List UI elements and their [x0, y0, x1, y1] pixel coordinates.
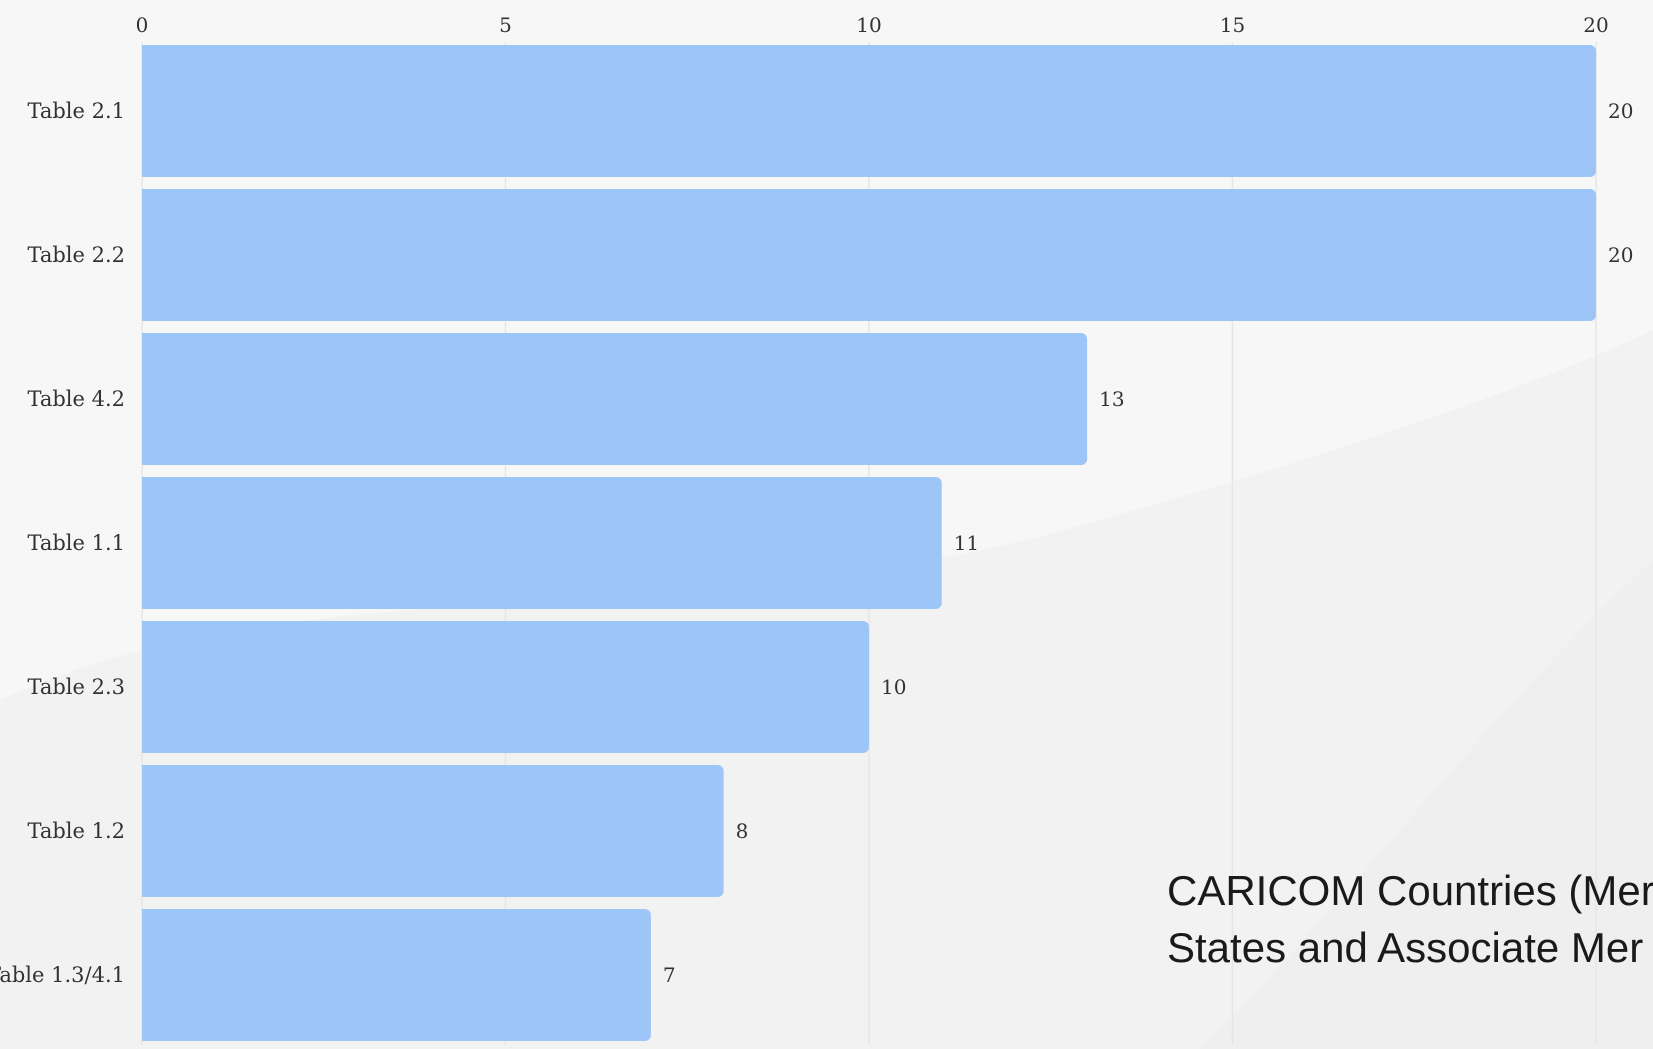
x-axis-ticks: 0 5 10 15 20 [136, 13, 1609, 37]
category-label: Table 2.2 [27, 243, 125, 267]
value-label: 20 [1608, 243, 1633, 267]
x-tick-label: 0 [136, 13, 149, 37]
value-label: 11 [954, 531, 979, 555]
bar-left-edge [142, 909, 152, 1041]
value-labels: 20 20 13 11 10 8 7 [663, 99, 1634, 987]
bar-left-edge [142, 333, 152, 465]
value-label: 7 [663, 963, 676, 987]
slide-caption: CARICOM Countries (Mer States and Associ… [1167, 862, 1653, 976]
bar-left-edge [142, 477, 152, 609]
category-label: Table 4.2 [27, 387, 125, 411]
value-label: 8 [736, 819, 749, 843]
x-tick-label: 20 [1583, 13, 1608, 37]
value-label: 13 [1099, 387, 1124, 411]
bar [142, 333, 1088, 465]
caption-line-2: States and Associate Mer [1167, 924, 1644, 971]
bar-left-edge [142, 45, 152, 177]
bar [142, 477, 942, 609]
value-label: 20 [1608, 99, 1633, 123]
category-label: Table 2.3 [27, 675, 125, 699]
bar [142, 765, 724, 897]
bar-left-edge [142, 189, 152, 321]
category-label: Table 1.1 [27, 531, 125, 555]
bar-left-edge [142, 765, 152, 897]
category-labels: Table 2.1 Table 2.2 Table 4.2 Table 1.1 Tabl… [0, 99, 125, 987]
x-tick-label: 10 [856, 13, 881, 37]
caption-line-1: CARICOM Countries (Mer [1167, 867, 1653, 914]
bar [142, 45, 1596, 177]
category-label: Table 1.3/4.1 [0, 963, 125, 987]
bar [142, 909, 651, 1041]
bars [142, 45, 1596, 1041]
bar-left-edge [142, 621, 152, 753]
x-tick-label: 5 [499, 13, 512, 37]
bar [142, 189, 1596, 321]
value-label: 10 [881, 675, 906, 699]
x-tick-label: 15 [1220, 13, 1245, 37]
bar [142, 621, 869, 753]
category-label: Table 1.2 [27, 819, 125, 843]
category-label: Table 2.1 [27, 99, 125, 123]
